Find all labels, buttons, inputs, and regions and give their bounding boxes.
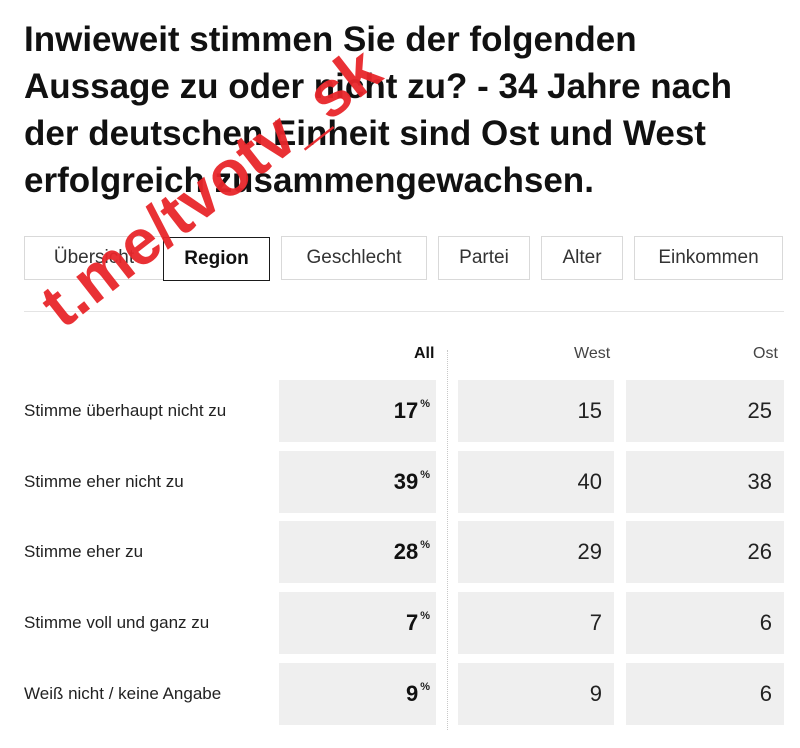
tab-alter[interactable]: Alter	[541, 236, 623, 280]
value-all: 9	[405, 681, 419, 706]
cell-all: 9%	[279, 663, 436, 725]
page-title: Inwieweit stimmen Sie der folgenden Auss…	[24, 20, 732, 200]
tab-uebersicht[interactable]: Übersicht	[24, 236, 164, 280]
row-label: Stimme eher zu	[24, 542, 144, 561]
value-all: 28	[393, 539, 419, 564]
table-row: Stimme voll und ganz zu 7% 7 6	[0, 592, 800, 654]
column-header-ost: Ost	[753, 345, 778, 362]
cell-west: 9	[458, 663, 614, 725]
percent-sign: %	[420, 610, 430, 622]
value-all: 39	[393, 469, 419, 494]
cell-ost: 38	[626, 451, 784, 513]
cell-all: 39%	[279, 451, 436, 513]
filter-tabs: Übersicht Region Geschlecht Partei Alter…	[24, 236, 784, 282]
percent-sign: %	[420, 469, 430, 481]
cell-ost: 26	[626, 521, 784, 583]
value-all: 7	[405, 610, 419, 635]
column-header-all: All	[414, 345, 435, 362]
cell-all: 17%	[279, 380, 436, 442]
tab-geschlecht[interactable]: Geschlecht	[281, 236, 427, 280]
cell-west: 15	[458, 380, 614, 442]
value-all: 17	[393, 398, 419, 423]
percent-sign: %	[420, 539, 430, 551]
tab-partei[interactable]: Partei	[438, 236, 530, 280]
table-row: Weiß nicht / keine Angabe 9% 9 6	[0, 663, 800, 725]
row-label: Weiß nicht / keine Angabe	[24, 684, 222, 703]
divider	[24, 311, 784, 312]
percent-sign: %	[420, 398, 430, 410]
tab-einkommen[interactable]: Einkommen	[634, 236, 783, 280]
column-header-west: West	[574, 345, 611, 362]
cell-ost: 25	[626, 380, 784, 442]
cell-west: 7	[458, 592, 614, 654]
row-label: Stimme eher nicht zu	[24, 472, 184, 491]
cell-west: 40	[458, 451, 614, 513]
table-row: Stimme eher nicht zu 39% 40 38	[0, 451, 800, 513]
table-row: Stimme eher zu 28% 29 26	[0, 521, 800, 583]
cell-ost: 6	[626, 663, 784, 725]
cell-all: 28%	[279, 521, 436, 583]
table-row: Stimme überhaupt nicht zu 17% 15 25	[0, 380, 800, 442]
row-label: Stimme voll und ganz zu	[24, 613, 210, 632]
tab-region[interactable]: Region	[163, 237, 270, 281]
cell-ost: 6	[626, 592, 784, 654]
percent-sign: %	[420, 681, 430, 693]
column-separator	[447, 350, 448, 730]
cell-west: 29	[458, 521, 614, 583]
row-label: Stimme überhaupt nicht zu	[24, 401, 227, 420]
cell-all: 7%	[279, 592, 436, 654]
